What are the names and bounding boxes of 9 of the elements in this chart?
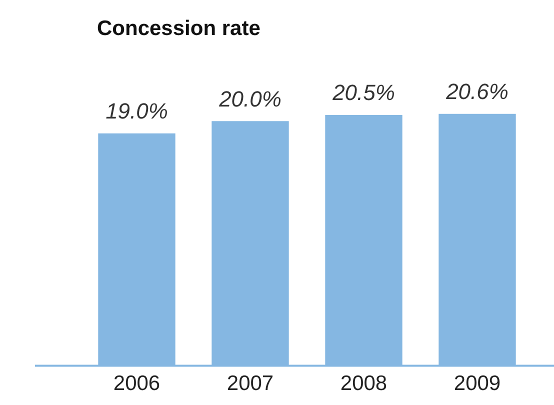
data-label: 20.0% (218, 86, 282, 112)
x-tick-label: 2009 (454, 372, 501, 396)
data-label: 20.6% (445, 78, 508, 104)
x-tick-label: 2008 (340, 372, 388, 396)
chart-title: Concession rate (97, 17, 260, 41)
x-tick-label: 2006 (113, 372, 160, 396)
data-label: 19.0% (106, 98, 168, 124)
data-label: 20.5% (332, 80, 395, 106)
x-tick-label: 2007 (226, 372, 274, 396)
